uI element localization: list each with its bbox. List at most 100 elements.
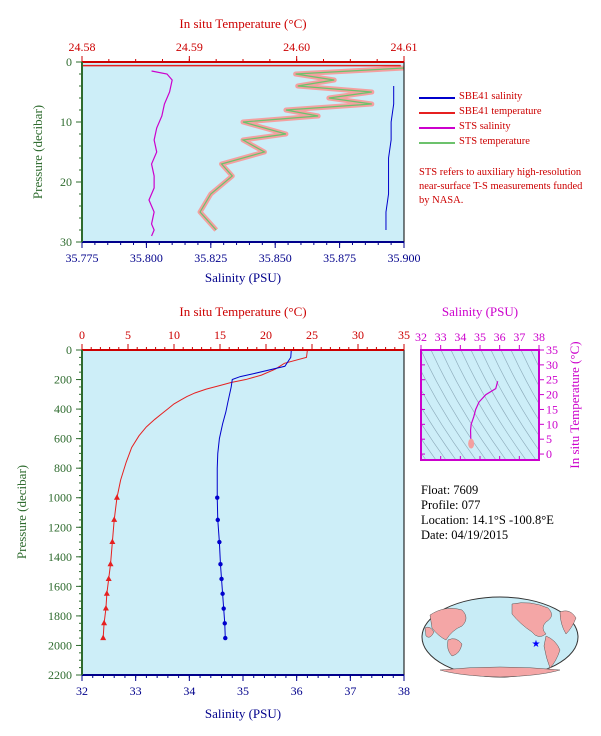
top-temp-tick-label: 24.60: [283, 40, 310, 54]
ts-sal-tick-label: 34: [454, 330, 466, 344]
world-map: ★: [421, 596, 579, 678]
map-land-north-america: [511, 602, 552, 637]
ts-temp-axis-label: In situ Temperature (°C): [567, 341, 582, 468]
sts-temperature-line: [199, 67, 405, 231]
ts-sal-tick-label: 36: [494, 330, 506, 344]
top-series-group: [82, 64, 405, 237]
bottom-pressure-tick-label: 1600: [48, 579, 72, 593]
bottom-temp-tick-label: 0: [79, 328, 85, 342]
bottom-temp-tick-label: 25: [306, 328, 318, 342]
ts-density-contour: [530, 350, 539, 368]
ts-density-contour: [500, 350, 539, 421]
map-land-south-america: [543, 635, 561, 669]
legend-label: STS salinity: [459, 121, 511, 132]
ts-density-contour: [460, 350, 527, 460]
map-land: [424, 602, 577, 678]
ts-temp-tick-label: 10: [546, 417, 558, 431]
ts-density-contour: [421, 370, 477, 460]
top-temp-axis-label: In situ Temperature (°C): [179, 16, 306, 31]
legend-swatch: [419, 112, 455, 114]
temperature-point: [100, 634, 107, 641]
bottom-pressure-axis-label: Pressure (decibar): [14, 465, 29, 559]
ts-density-contour: [421, 422, 447, 460]
bottom-temp-tick-label: 5: [125, 328, 131, 342]
map-land-africa-east: [424, 626, 435, 638]
legend-label: SBE41 salinity: [459, 91, 523, 102]
bottom-pressure-tick-label: 1800: [48, 609, 72, 623]
map-land-asia: [429, 608, 467, 641]
bottom-sal-tick-label: 37: [344, 684, 356, 698]
ts-sal-tick-label: 35: [474, 330, 486, 344]
profile-date: Date: 04/19/2015: [421, 528, 509, 542]
ts-temp-tick-label: 5: [546, 432, 552, 446]
top-sal-tick-label: 35.825: [194, 251, 227, 265]
bottom-temp-axis-label: In situ Temperature (°C): [179, 304, 306, 319]
bottom-sal-tick-label: 34: [183, 684, 195, 698]
top-pressure-axis-label: Pressure (decibar): [30, 105, 45, 199]
sts-note: STS refers to auxiliary high-resolution …: [419, 167, 583, 206]
legend-label: SBE41 temperature: [459, 106, 542, 117]
salinity-point: [220, 591, 225, 596]
ts-density-contour: [421, 350, 487, 460]
bottom-pressure-tick-label: 1000: [48, 491, 72, 505]
ts-density-contour: [520, 350, 539, 387]
float-number: Float: 7609: [421, 483, 479, 497]
float-location: Location: 14.1°S -100.8°E: [421, 513, 554, 527]
legend-swatch: [419, 142, 455, 144]
bottom-pressure-tick-label: 0: [66, 343, 72, 357]
ts-deep-cluster: [468, 438, 475, 449]
bottom-pressure-tick-label: 2000: [48, 638, 72, 652]
top-sal-tick-label: 35.900: [388, 251, 421, 265]
sts-salinity-line: [148, 70, 173, 237]
bottom-temp-tick-label: 15: [214, 328, 226, 342]
ts-temp-tick-label: 15: [546, 402, 558, 416]
ts-density-contour: [450, 350, 517, 460]
temperature-point: [107, 560, 114, 567]
top-sal-tick-label: 35.775: [66, 251, 99, 265]
ts-density-contours: [421, 350, 539, 460]
ts-sal-tick-label: 38: [533, 330, 545, 344]
ts-density-contour: [421, 438, 437, 460]
bottom-temp-tick-label: 20: [260, 328, 272, 342]
ts-temp-tick-label: 20: [546, 388, 558, 402]
temperature-point: [102, 605, 109, 611]
bottom-sal-tick-label: 33: [130, 684, 142, 698]
ts-sal-tick-label: 37: [513, 330, 525, 344]
map-land-antarctica: [439, 666, 561, 678]
ts-sal-tick-label: 33: [435, 330, 447, 344]
bottom-pressure-tick-label: 2200: [48, 668, 72, 682]
ts-density-contour: [440, 350, 507, 460]
bottom-pressure-tick-label: 200: [54, 373, 72, 387]
temperature-profile-line: [102, 349, 308, 639]
salinity-point: [223, 635, 228, 641]
bottom-sal-axis-label: Salinity (PSU): [205, 706, 281, 721]
legend-label: STS temperature: [459, 136, 530, 147]
map-float-marker-icon: ★: [532, 639, 541, 650]
legend-swatch: [419, 127, 455, 129]
salinity-point: [219, 576, 224, 582]
bottom-pressure-tick-label: 1200: [48, 520, 72, 534]
bottom-pressure-tick-label: 1400: [48, 550, 72, 564]
top-sal-tick-label: 35.850: [259, 251, 292, 265]
bottom-pressure-tick-label: 400: [54, 402, 72, 416]
ts-series-group: [468, 381, 499, 449]
temperature-point: [109, 538, 116, 545]
salinity-point: [222, 621, 227, 626]
bottom-temp-tick-label: 30: [352, 328, 364, 342]
profile-number: Profile: 077: [421, 498, 481, 512]
bottom-pressure-tick-label: 800: [54, 461, 72, 475]
temperature-point: [101, 619, 108, 626]
ts-temp-tick-label: 0: [546, 447, 552, 461]
salinity-point: [215, 495, 220, 500]
top-temp-tick-label: 24.61: [391, 40, 418, 54]
bottom-pressure-tick-label: 600: [54, 432, 72, 446]
bottom-series-group: [100, 349, 308, 641]
salinity-point: [217, 539, 222, 545]
top-tick-group: 24.58 24.59 24.60 24.61 35.775 35.800 35.825 35…: [60, 40, 421, 265]
temperature-point: [103, 590, 110, 596]
bottom-temp-tick-label: 35: [398, 328, 410, 342]
top-pressure-tick-label: 10: [60, 115, 72, 129]
ts-density-contour: [421, 389, 467, 460]
ts-sal-axis-label: Salinity (PSU): [442, 304, 518, 319]
